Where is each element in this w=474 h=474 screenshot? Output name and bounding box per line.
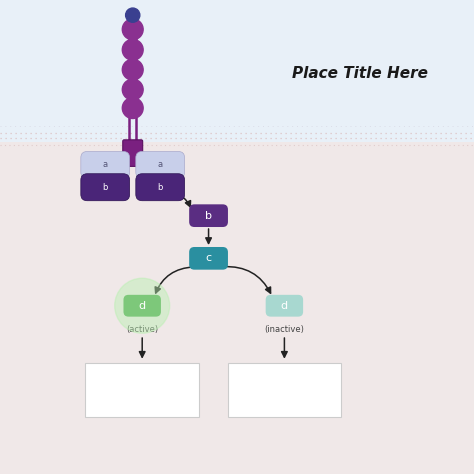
Text: Place Title Here: Place Title Here — [292, 66, 428, 81]
Text: b: b — [102, 183, 108, 191]
FancyBboxPatch shape — [136, 152, 185, 179]
Text: b: b — [157, 183, 163, 191]
Circle shape — [122, 19, 143, 40]
FancyBboxPatch shape — [81, 174, 130, 201]
Text: (active): (active) — [126, 325, 158, 334]
Text: c: c — [206, 253, 211, 264]
Text: b: b — [205, 210, 212, 221]
FancyBboxPatch shape — [265, 295, 303, 317]
FancyBboxPatch shape — [81, 152, 130, 179]
Text: a: a — [103, 161, 108, 169]
Circle shape — [122, 39, 143, 60]
Circle shape — [115, 278, 170, 333]
FancyBboxPatch shape — [189, 204, 228, 227]
Circle shape — [122, 59, 143, 80]
FancyBboxPatch shape — [85, 363, 199, 417]
Circle shape — [122, 98, 143, 118]
Text: d: d — [138, 301, 146, 311]
Circle shape — [122, 79, 143, 100]
FancyBboxPatch shape — [136, 174, 185, 201]
FancyBboxPatch shape — [123, 140, 143, 166]
Text: a: a — [158, 161, 163, 169]
FancyBboxPatch shape — [228, 363, 341, 417]
Circle shape — [126, 8, 140, 22]
Text: (inactive): (inactive) — [264, 325, 304, 334]
FancyBboxPatch shape — [0, 0, 474, 142]
Text: d: d — [281, 301, 288, 311]
FancyBboxPatch shape — [189, 247, 228, 270]
FancyBboxPatch shape — [123, 295, 161, 317]
FancyBboxPatch shape — [0, 142, 474, 474]
